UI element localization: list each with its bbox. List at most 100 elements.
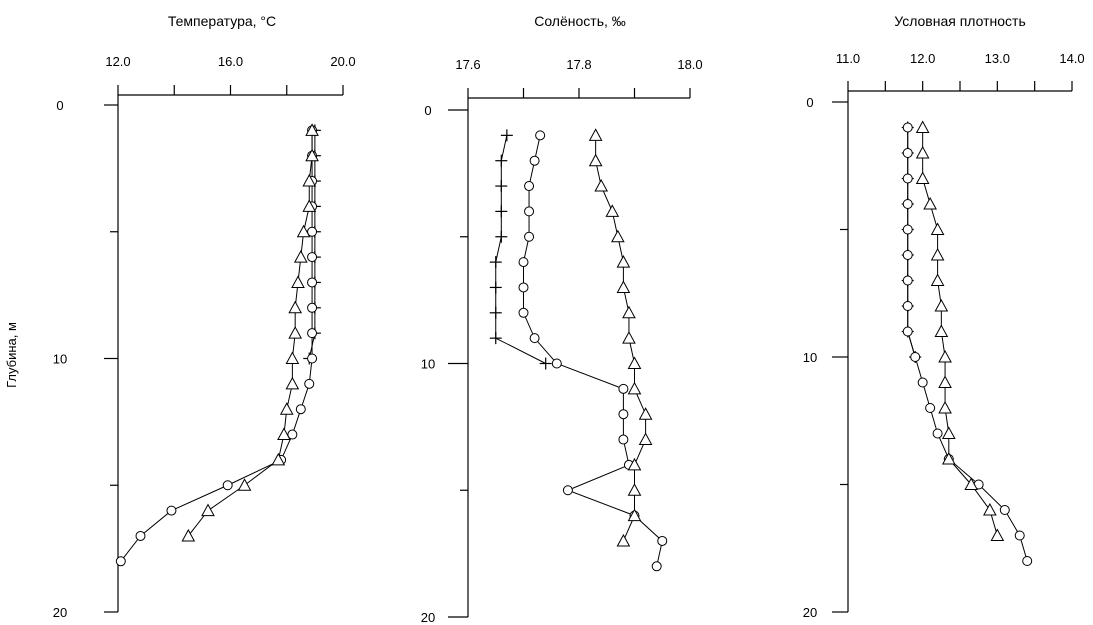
data-point-triangle	[616, 533, 631, 547]
data-point-circle	[1022, 556, 1033, 566]
data-point-triangle	[627, 457, 642, 471]
x-tick-label: 16.0	[218, 54, 243, 69]
y-tick-label: 20	[803, 605, 817, 620]
data-point-triangle	[288, 300, 303, 314]
data-point-triangle	[627, 356, 642, 369]
series-line	[595, 135, 647, 542]
data-point-circle	[902, 250, 913, 260]
data-point-cross	[489, 332, 502, 345]
data-point-circle	[902, 199, 913, 209]
x-tick-label: 13.0	[985, 51, 1010, 66]
data-point-circle	[902, 326, 913, 337]
data-point-triangle	[627, 508, 642, 522]
data-point-circle	[115, 556, 126, 567]
series-line	[922, 127, 998, 536]
data-point-circle	[287, 429, 298, 440]
data-point-triangle	[915, 120, 930, 133]
x-tick-label: 18.0	[677, 57, 702, 72]
data-point-cross	[495, 180, 508, 193]
data-point-circle	[618, 434, 629, 445]
data-point-triangle	[605, 204, 620, 217]
x-tick-label: 17.6	[455, 57, 480, 72]
data-point-triangle	[938, 375, 952, 388]
data-point-circle	[618, 409, 629, 420]
data-point-triangle	[915, 171, 930, 184]
data-point-circle	[910, 352, 921, 362]
data-point-triangle	[983, 502, 997, 516]
data-point-triangle	[941, 426, 956, 439]
chart-title: Температура, °C	[168, 13, 276, 29]
data-point-triangle	[181, 528, 196, 542]
chart-temperature: Температура, °C 12.0 16.0 20.0 0 10 20	[53, 13, 356, 620]
data-point-circle	[524, 181, 535, 192]
data-point-triangle	[293, 250, 308, 263]
data-point-triangle	[934, 324, 949, 337]
data-point-triangle	[291, 275, 305, 288]
x-tick-label: 14.0	[1059, 51, 1084, 66]
data-point-triangle	[923, 196, 937, 210]
series-line	[120, 130, 313, 562]
data-point-triangle	[588, 128, 603, 141]
data-point-triangle	[285, 376, 300, 390]
series-line	[907, 127, 1028, 562]
data-point-circle	[902, 301, 913, 311]
data-point-triangle	[638, 407, 653, 420]
data-point-circle	[307, 353, 318, 364]
chart-title: Солёность, ‰	[534, 13, 626, 29]
data-point-circle	[307, 328, 318, 339]
data-point-circle	[166, 505, 177, 516]
data-point-circle	[518, 257, 529, 268]
data-point-triangle	[638, 432, 653, 446]
data-point-circle	[902, 122, 913, 133]
data-point-circle	[999, 505, 1010, 515]
data-point-triangle	[934, 298, 949, 312]
data-point-cross	[489, 256, 502, 269]
data-point-circle	[925, 403, 936, 413]
data-point-triangle	[990, 528, 1005, 541]
data-point-circle	[524, 231, 535, 242]
data-point-circle	[618, 383, 629, 394]
data-point-triangle	[964, 477, 979, 490]
data-point-triangle	[616, 255, 631, 268]
data-point-circle	[529, 333, 540, 344]
y-axis-label: Глубина, м	[4, 322, 19, 388]
data-point-cross	[539, 357, 552, 370]
y-tick-label: 10	[803, 350, 817, 365]
data-point-circle	[222, 480, 233, 491]
data-point-triangle	[271, 452, 286, 466]
data-point-triangle	[201, 503, 215, 517]
data-point-triangle	[277, 427, 291, 441]
data-point-circle	[295, 404, 306, 415]
data-point-triangle	[302, 199, 317, 212]
data-point-cross	[495, 154, 508, 167]
data-point-triangle	[627, 483, 642, 496]
data-point-triangle	[930, 222, 945, 235]
data-point-cross	[489, 281, 502, 294]
data-point-triangle	[288, 326, 303, 339]
x-tick-label: 17.8	[566, 57, 591, 72]
data-point-circle	[518, 307, 529, 318]
chart-salinity: Солёность, ‰ 17.6 17.8 18.0 0 10 20	[421, 13, 703, 625]
data-point-triangle	[941, 451, 956, 465]
data-point-triangle	[305, 148, 319, 162]
data-point-circle	[307, 302, 318, 313]
data-point-triangle	[938, 349, 952, 363]
data-point-circle	[917, 377, 928, 388]
data-point-circle	[902, 275, 913, 286]
data-point-triangle	[302, 174, 317, 187]
data-point-circle	[1014, 530, 1025, 541]
data-point-circle	[932, 428, 943, 439]
data-point-triangle	[938, 400, 952, 414]
data-point-triangle	[915, 145, 930, 159]
data-point-triangle	[616, 280, 631, 293]
data-point-circle	[902, 173, 913, 184]
y-tick-label: 10	[53, 352, 67, 367]
data-point-cross	[500, 129, 513, 142]
data-point-triangle	[588, 153, 603, 167]
data-point-triangle	[296, 224, 311, 238]
series-line	[523, 135, 663, 567]
series-line	[495, 135, 546, 364]
data-point-circle	[535, 130, 546, 141]
data-point-circle	[307, 252, 318, 263]
